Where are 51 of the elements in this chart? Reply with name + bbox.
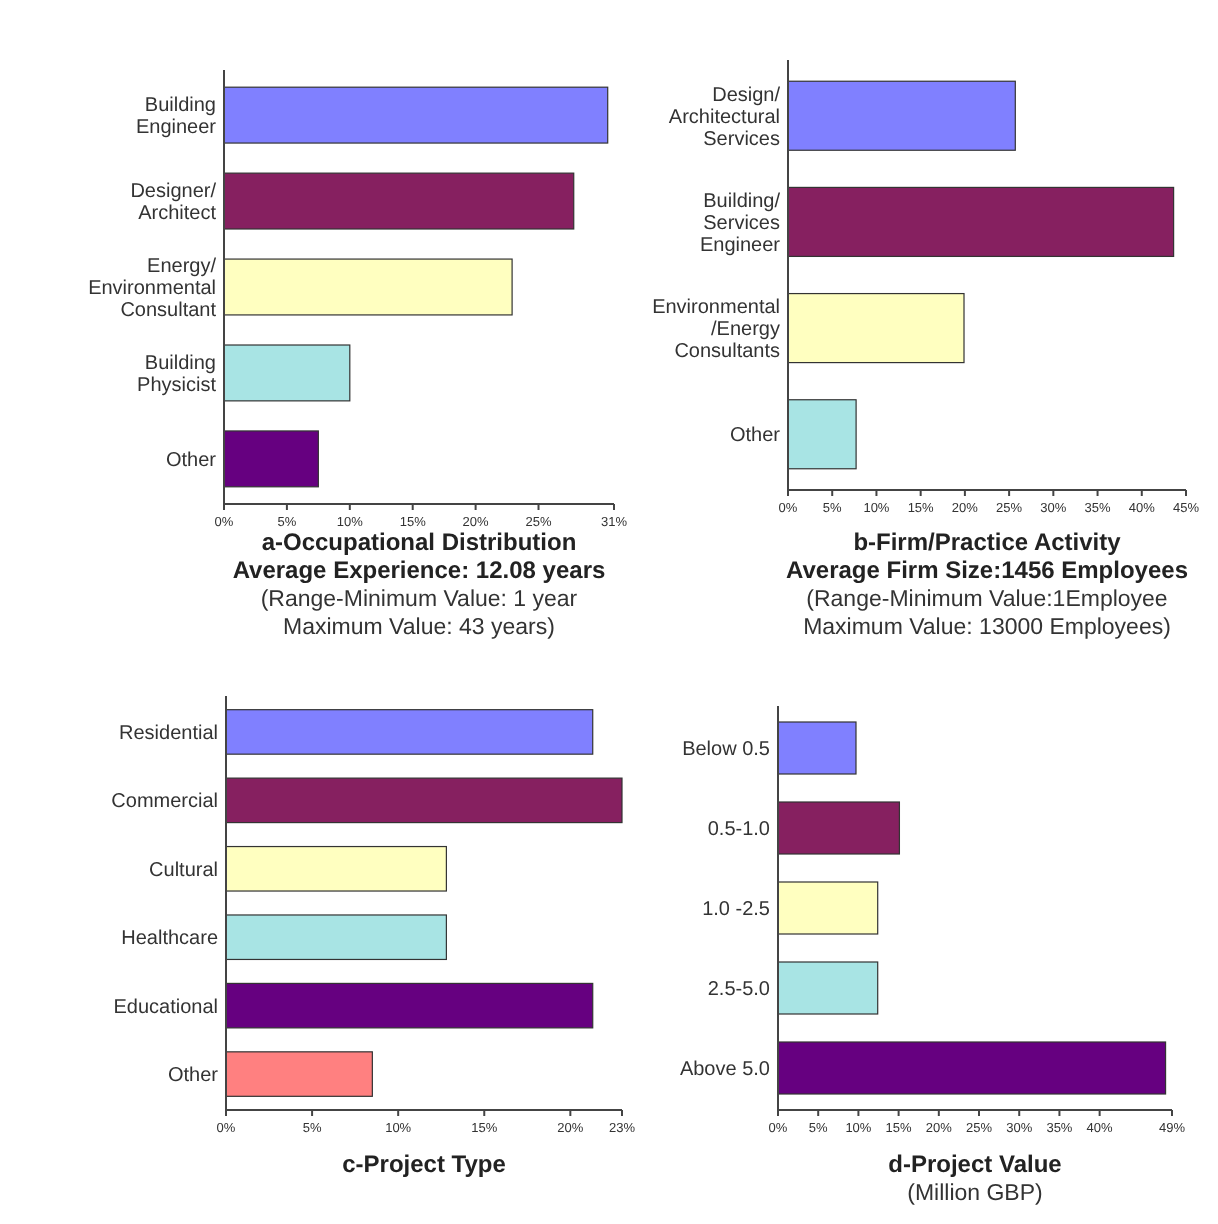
text: b-Firm/Practice Activity (853, 528, 1122, 556)
y-tick-label: Building Engineer (135, 95, 218, 140)
bar (223, 430, 319, 488)
bar (787, 186, 1175, 258)
text: c-Project Type (342, 1150, 507, 1178)
bar (777, 961, 879, 1015)
bar (225, 845, 447, 892)
y-tick-label: Other (729, 425, 782, 448)
text: d-Project Value (888, 1150, 1063, 1178)
text: a-Occupational Distribution (261, 528, 577, 556)
y-tick-label: 2.5-5.0 (707, 979, 771, 1001)
bar (225, 1051, 373, 1097)
bar (225, 982, 594, 1029)
y-tick-label: Above 5.0 (679, 1059, 771, 1081)
y-tick-label: Residential (119, 722, 218, 745)
text: Average Experience: 12.08 years (232, 556, 606, 584)
y-tick-label: Energy/ Environmental Consultant (88, 256, 217, 322)
y-tick-label: Healthcare (121, 928, 219, 951)
text: Average Firm Size:1456 Employees (786, 556, 1189, 584)
bar (223, 258, 513, 316)
y-tick-label: Cultural (149, 859, 218, 882)
y-tick-label: Building Physicist (137, 352, 217, 397)
y-tick-label: 1.0 -2.5 (702, 899, 771, 921)
bar (225, 709, 594, 755)
y-tick-label: Other (165, 449, 218, 472)
bar (777, 881, 879, 935)
y-tick-label: Design/ Architectural Services (668, 84, 781, 151)
text: Maximum Value: 43 years) (283, 616, 556, 640)
bar (225, 777, 623, 824)
bar (777, 721, 857, 775)
bar (787, 292, 965, 364)
y-tick-label: Below 0.5 (682, 739, 771, 761)
y-tick-label: Commercial (111, 791, 218, 814)
bar (787, 399, 857, 470)
y-tick-label: Environmental /Energy Consultants (652, 297, 780, 364)
text: Maximum Value: 13000 Employees) (803, 616, 1172, 640)
y-tick-label: 0.5-1.0 (707, 819, 771, 841)
text: (Range-Minimum Value:1Employee (806, 588, 1168, 612)
bar (777, 801, 901, 855)
text: (Million GBP) (907, 1182, 1044, 1206)
bar (223, 344, 351, 402)
bar (225, 914, 447, 961)
bar (777, 1041, 1167, 1095)
bar (787, 80, 1016, 151)
y-tick-label: Designer/ Architect (130, 181, 217, 226)
y-tick-label: Building/ Services Engineer (699, 190, 782, 257)
text: (Range-Minimum Value: 1 year (260, 588, 578, 612)
y-tick-label: Other (167, 1065, 220, 1088)
bar (223, 86, 609, 144)
bar (223, 172, 575, 230)
y-tick-label: Educational (113, 996, 218, 1019)
